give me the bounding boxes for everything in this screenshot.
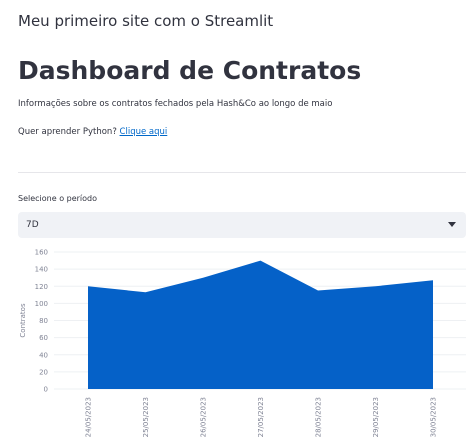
- area-chart: 0 20 40 60 80 100 120 140 160 Contratos 24/05/2023…: [19, 249, 466, 437]
- x-tick-label: 26/05/2023: [200, 397, 208, 437]
- x-tick-label: 30/05/2023: [430, 397, 438, 437]
- site-title: Meu primeiro site com o Streamlit: [18, 12, 274, 30]
- y-axis-label: Contratos: [19, 303, 27, 338]
- dropdown-arrow: [448, 222, 456, 227]
- x-tick-label: 24/05/2023: [85, 397, 93, 437]
- x-tick-label: 28/05/2023: [315, 397, 323, 437]
- y-tick-label: 60: [39, 334, 48, 342]
- y-tick-label: 20: [39, 368, 48, 376]
- divider: [18, 172, 466, 173]
- x-tick-label: 25/05/2023: [142, 397, 150, 437]
- select-label: Selecione o período: [18, 194, 98, 203]
- select-value: 7D: [26, 220, 39, 230]
- learn-link[interactable]: Clique aqui: [119, 127, 168, 137]
- y-tick-label: 120: [35, 283, 48, 291]
- y-tick-label: 160: [35, 249, 48, 257]
- y-tick-label: 0: [44, 386, 48, 394]
- y-tick-label: 80: [39, 317, 48, 325]
- x-tick-label: 29/05/2023: [372, 397, 380, 437]
- description: Informações sobre os contratos fechados …: [18, 99, 333, 109]
- y-tick-label: 40: [39, 351, 48, 359]
- x-tick-label: 27/05/2023: [257, 397, 265, 437]
- y-tick-label: 100: [35, 300, 48, 308]
- learn-text: Quer aprender Python?: [18, 127, 117, 137]
- area: [88, 260, 433, 389]
- learn-line: Quer aprender Python? Clique aqui: [18, 127, 167, 137]
- page-title: Dashboard de Contratos: [18, 56, 362, 85]
- period-select[interactable]: 7D: [18, 212, 466, 238]
- y-tick-label: 140: [35, 266, 48, 274]
